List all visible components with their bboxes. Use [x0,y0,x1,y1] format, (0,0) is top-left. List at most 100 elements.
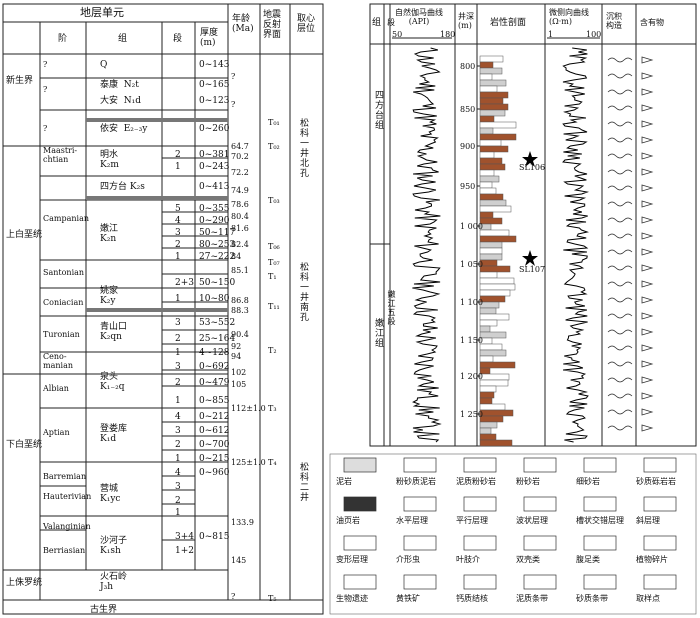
legend-swatch [403,496,437,512]
fossil-icon [641,200,654,208]
depth-label: 1 250 [460,410,483,419]
thickness-cell: 0~855 [199,396,230,406]
age-value: 86.8 [231,296,249,305]
depth-label: 900 [460,142,476,151]
seismic-horizon: T₀₂ [268,142,280,151]
legend-swatch [463,535,497,551]
thickness-cell: 0~815 [199,532,230,542]
seismic-horizon: T₁ [268,272,277,281]
sed-structure-icon [607,361,633,367]
legend-swatch [583,457,617,473]
system-paleozoic: 古生界 [90,605,118,615]
seismic-horizon: T₀₇ [268,258,280,267]
log-header-member: 段 [387,18,395,27]
stage-cell: Aptian [43,428,70,437]
member-cell: 4 [175,216,181,226]
group-cell: 大安 N₁d [100,96,141,106]
member-cell: 3 [175,426,181,436]
fossil-icon [641,72,654,80]
thickness-cell: 80~253 [199,240,236,250]
legend-swatch [463,496,497,512]
stage-cell: ? [43,85,48,94]
sed-structure-icon [607,233,633,239]
litho-layer [479,361,516,369]
age-value: 78.6 [231,200,249,209]
litho-layer [479,121,517,129]
legend-label: 细砂岩 [576,477,600,486]
sample-label-sl106: SL106 [519,163,546,172]
sed-structure-icon [607,57,633,63]
sed-structure-icon [607,297,633,303]
legend-label: 斜层理 [636,516,660,525]
stage-cell: Turonian [43,330,80,339]
fossil-icon [641,104,654,112]
fossil-icon [641,424,654,432]
stage-cell: Berriasian [43,546,86,555]
group-cell: 泰康 N₂t [100,80,139,90]
legend-swatch [523,496,557,512]
member-cell: 3 [175,228,181,238]
fossil-icon [641,168,654,176]
thickness-cell: 53~552 [199,318,236,328]
thickness-cell: 0~123 [199,96,230,106]
log-header-sed: 沉积 构造 [606,12,622,30]
member-cell: 2 [175,240,181,250]
legend-swatch [643,574,677,590]
stage-cell: Hauterivian [43,492,92,501]
sed-structure-icon [607,313,633,319]
header-stage: 阶 [58,34,68,44]
legend-swatch [643,457,677,473]
log-header-gr: 自然伽马曲线 (API) [395,8,443,26]
legend-label: 钙质结核 [456,594,488,603]
depth-label: 800 [460,62,476,71]
member-cell: 3 [175,362,181,372]
sed-structure-icon [607,185,633,191]
thickness-cell: 0~165 [199,80,230,90]
sed-structure-icon [607,249,633,255]
header-core: 取心 层位 [297,14,316,34]
header-seismic: 地震 反射 界面 [263,10,282,40]
fossil-icon [641,344,654,352]
sed-structure-icon [607,169,633,175]
depth-label: 1 000 [460,222,483,231]
thickness-cell: 0~479 [199,378,230,388]
sed-structure-icon [607,345,633,351]
legend-swatch [343,574,377,590]
age-value: 133.9 [231,518,254,527]
member-cell: 4 [175,468,181,478]
fossil-icon [641,408,654,416]
thickness-cell: 0~960 [199,468,230,478]
seismic-horizon: T₀₃ [268,196,280,205]
legend-swatch [583,535,617,551]
legend-label: 植物碎片 [636,555,668,564]
system-upper-jurassic: 上侏罗统 [6,578,43,588]
member-cell: 2+3 [175,278,194,288]
legend-swatch [403,457,437,473]
sed-structure-icon [607,393,633,399]
age-value: 92 [231,342,242,351]
age-value: 64.7 [231,142,249,151]
legend-label: 变形层理 [336,555,368,564]
legend-swatch [523,574,557,590]
sample-point-star [522,151,538,167]
member-cell: 2 [175,334,181,344]
system-lower-cretaceous: 下白垩统 [6,440,43,450]
sed-structure-icon [607,121,633,127]
thickness-cell: 0~243 [199,162,230,172]
fossil-icon [641,136,654,144]
age-value: 105 [231,380,247,389]
legend-label: 生物遗迹 [336,594,368,603]
thickness-cell: 50~117 [199,228,236,238]
stage-cell: ? [43,124,48,133]
fossil-icon [641,232,654,240]
legend-label: 粉砂岩 [516,477,540,486]
age-value: ? [231,72,236,81]
legend-label: 粉砂质泥岩 [396,477,436,486]
header-age: 年龄 (Ma) [232,14,254,34]
litho-layer [479,331,507,339]
legend-label: 水平层理 [396,516,428,525]
member-cell: 2 [175,378,181,388]
core-label-south: 松科一井南孔 [298,262,308,322]
age-value: 125±1.0 [231,458,266,467]
